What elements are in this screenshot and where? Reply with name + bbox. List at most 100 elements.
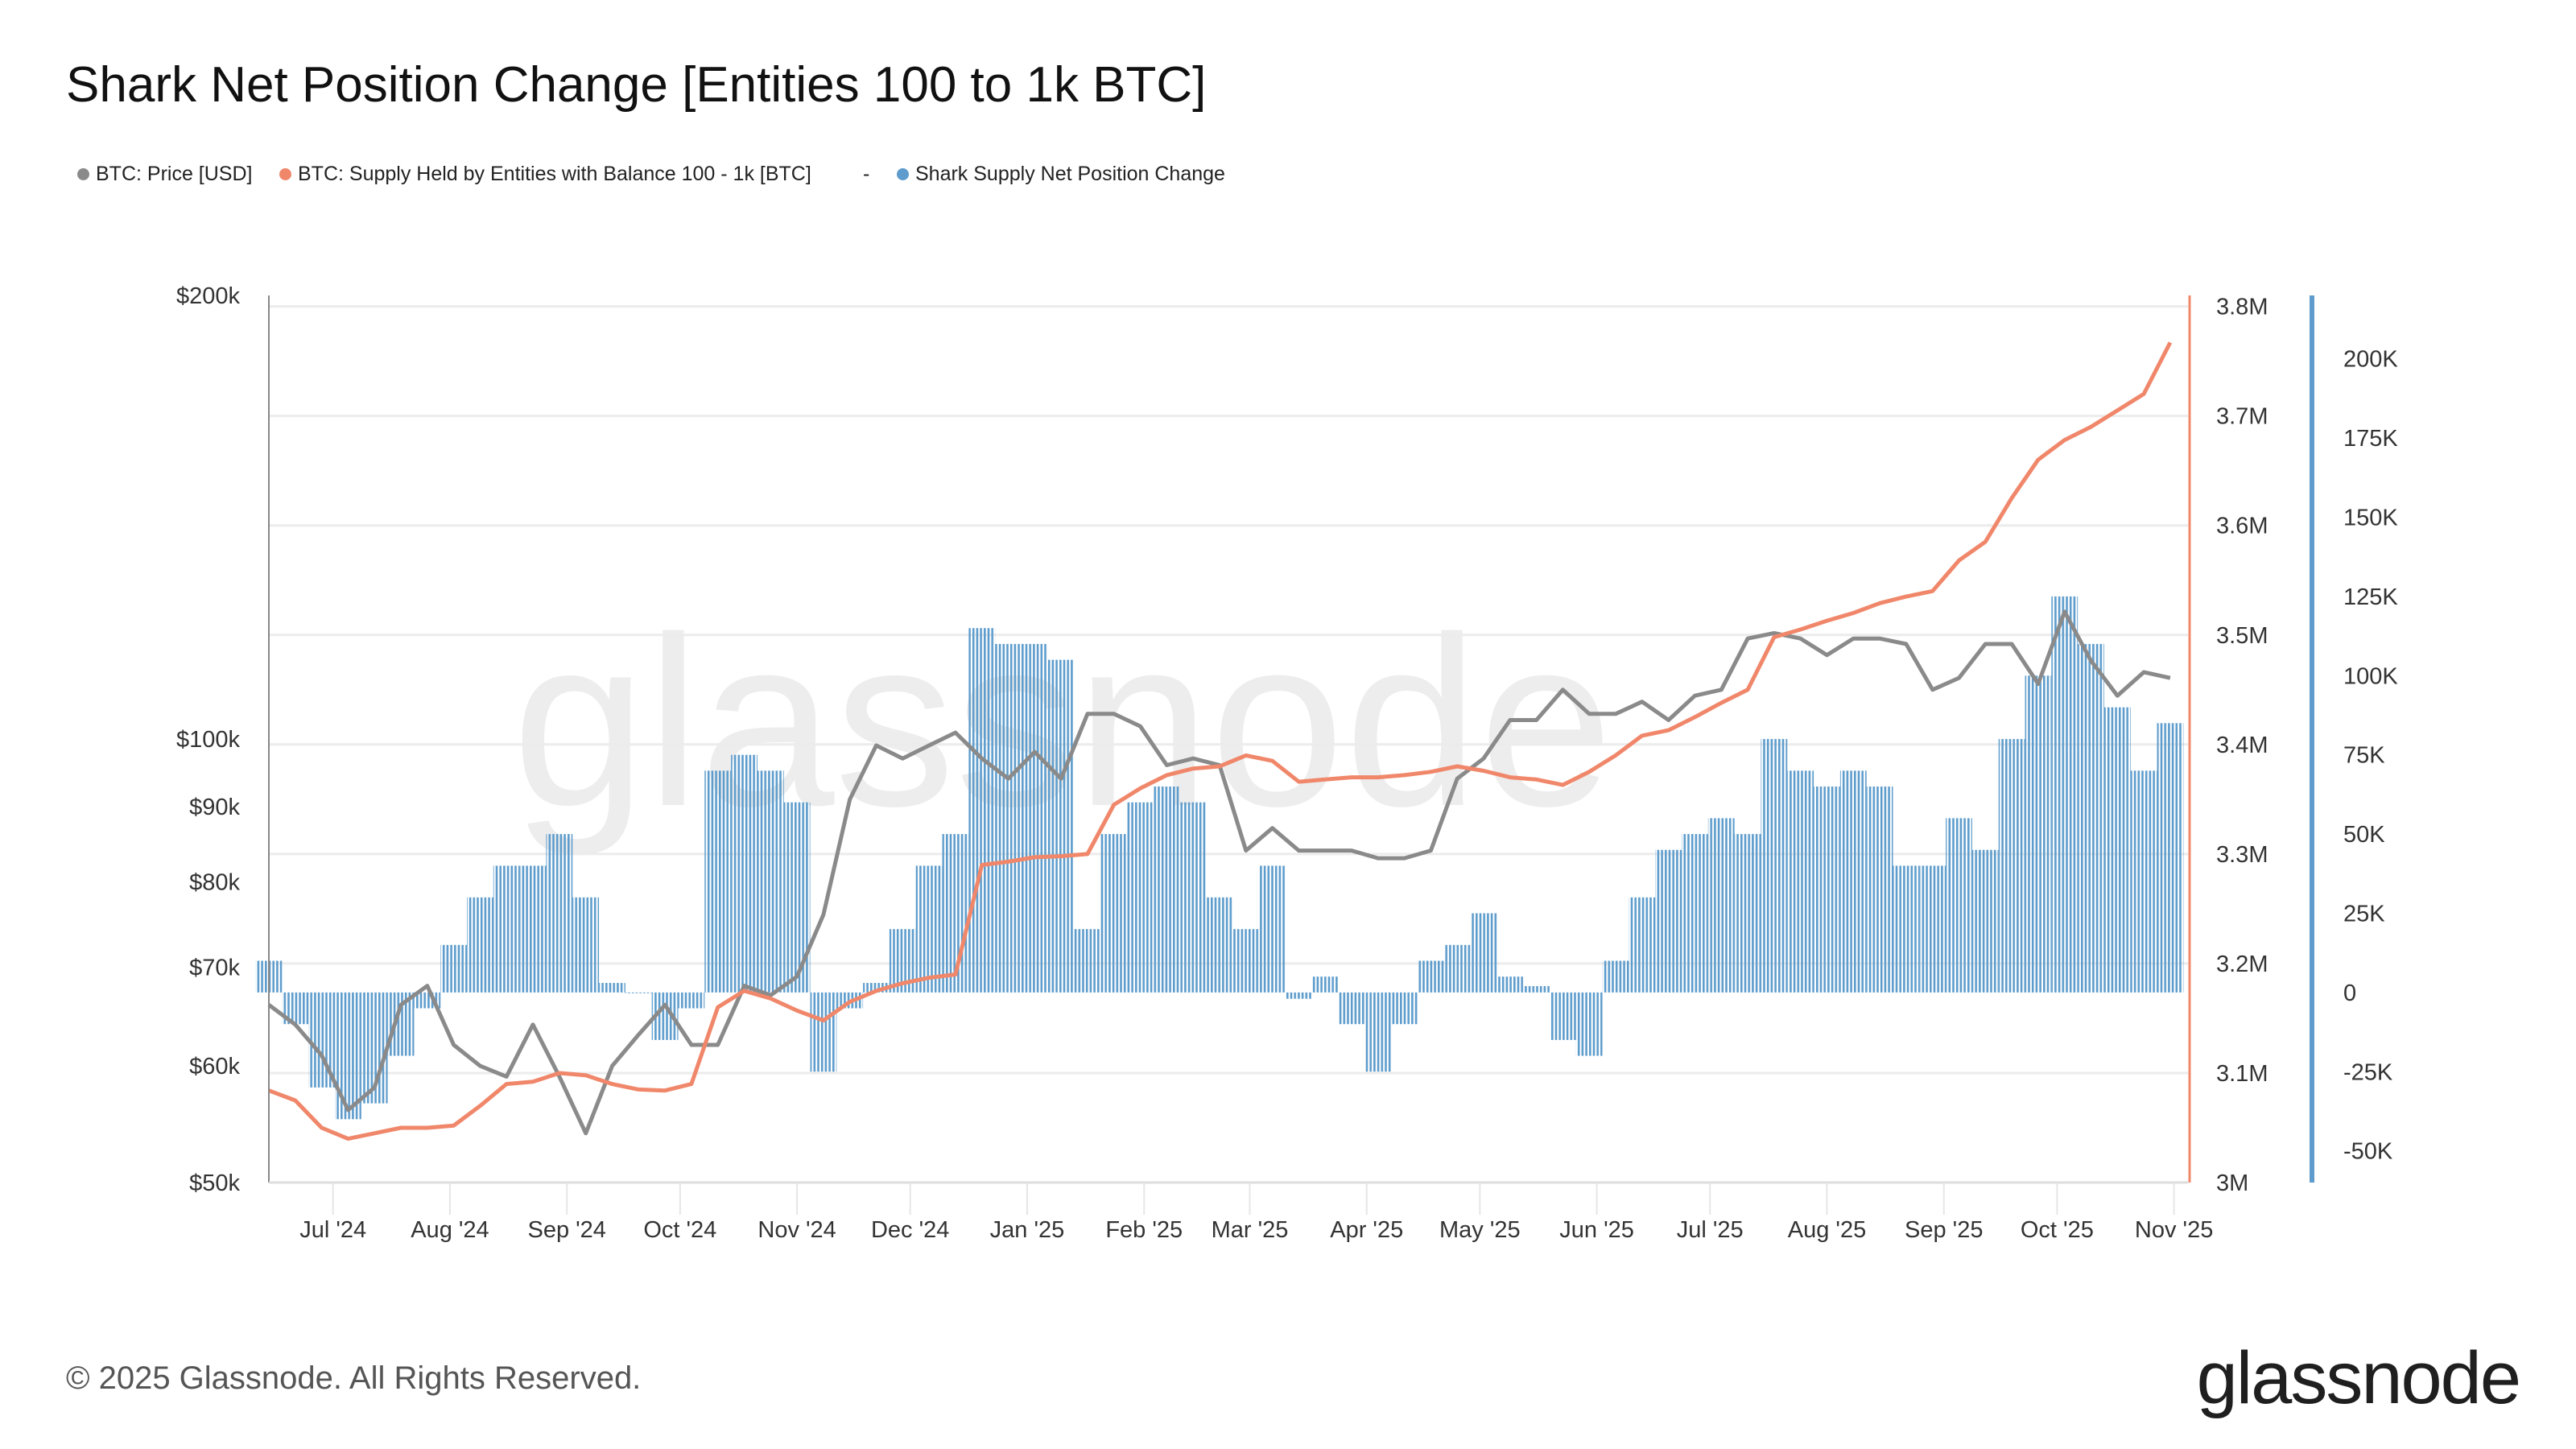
net-change-bar bbox=[2157, 723, 2184, 993]
net-change-bar bbox=[1707, 818, 1735, 993]
net-tick-label: 125K bbox=[2343, 584, 2398, 610]
legend-label: BTC: Price [USD] bbox=[96, 163, 253, 185]
net-change-bar bbox=[1787, 770, 1814, 993]
x-tick-label: Dec '24 bbox=[871, 1217, 949, 1243]
net-change-bar bbox=[1761, 739, 1788, 993]
net-change-bar bbox=[2025, 675, 2052, 993]
net-change-bar bbox=[1100, 834, 1128, 993]
glassnode-logo: glassnode bbox=[2196, 1337, 2521, 1419]
net-change-bar bbox=[1206, 897, 1233, 993]
x-tick-label: Oct '24 bbox=[643, 1217, 716, 1243]
x-tick-label: Jan '25 bbox=[990, 1217, 1065, 1243]
net-change-bar bbox=[1364, 992, 1392, 1072]
copyright-footer: © 2025 Glassnode. All Rights Reserved. bbox=[66, 1360, 642, 1396]
price-tick-label: $80k bbox=[189, 869, 240, 895]
price-tick-label: $70k bbox=[189, 956, 240, 981]
x-tick-label: Sep '25 bbox=[1905, 1217, 1983, 1243]
legend-separator: - bbox=[863, 163, 869, 186]
supply-tick-label: 3.4M bbox=[2216, 733, 2268, 758]
supply-tick-label: 3.5M bbox=[2216, 623, 2268, 649]
legend-label: Shark Supply Net Position Change bbox=[915, 163, 1225, 185]
supply-tick-label: 3.6M bbox=[2216, 514, 2268, 539]
net-change-bar bbox=[599, 983, 625, 993]
net-change-bar bbox=[546, 834, 573, 993]
net-change-bar bbox=[1179, 802, 1207, 993]
supply-line bbox=[268, 341, 2173, 1141]
net-change-bar bbox=[1602, 960, 1629, 993]
net-change-bar bbox=[2078, 643, 2104, 993]
x-tick-label: Aug '24 bbox=[411, 1217, 489, 1243]
net-change-bar bbox=[493, 865, 520, 993]
price-tick-label: $90k bbox=[189, 795, 240, 820]
net-change-bar bbox=[731, 754, 758, 993]
net-change-bar bbox=[915, 865, 943, 993]
net-change-bar bbox=[757, 770, 784, 993]
net-tick-label: 0 bbox=[2343, 980, 2356, 1006]
x-tick-label: Aug '25 bbox=[1788, 1217, 1866, 1243]
net-tick-label: 175K bbox=[2343, 426, 2398, 452]
legend-label: BTC: Supply Held by Entities with Balanc… bbox=[298, 163, 811, 185]
net-tick-label: 75K bbox=[2343, 743, 2385, 769]
net-change-bar bbox=[1971, 849, 1999, 993]
net-change-bar bbox=[783, 802, 811, 993]
x-tick-label: Nov '24 bbox=[758, 1217, 836, 1243]
legend-dot-icon bbox=[897, 168, 909, 180]
net-tick-label: -25K bbox=[2343, 1059, 2393, 1085]
net-change-bar bbox=[2103, 707, 2131, 993]
net-change-bar bbox=[1418, 960, 1444, 993]
chart-title: Shark Net Position Change [Entities 100 … bbox=[66, 57, 1207, 113]
net-change-bar bbox=[1655, 849, 1682, 993]
net-change-bar bbox=[1153, 786, 1180, 993]
net-change-bar bbox=[1047, 659, 1075, 993]
net-change-bar bbox=[2130, 770, 2157, 993]
net-change-bar bbox=[810, 992, 837, 1072]
axes: $50k $60k $70k $80k $90k $100k $200k 3M 3.1M 3.2M… bbox=[176, 283, 2398, 1243]
net-tick-label: 50K bbox=[2343, 822, 2385, 848]
net-change-bar bbox=[863, 983, 890, 993]
net-change-bar bbox=[968, 628, 996, 993]
price-tick-label: $200k bbox=[176, 283, 241, 309]
supply-tick-label: 3M bbox=[2216, 1170, 2248, 1196]
x-tick-label: Jul '25 bbox=[1677, 1217, 1744, 1243]
net-change-bar bbox=[1311, 976, 1339, 993]
net-change-bar bbox=[335, 992, 361, 1120]
net-change-bar bbox=[1893, 865, 1920, 993]
series-lines bbox=[267, 341, 2173, 1141]
x-tick-label: Feb '25 bbox=[1105, 1217, 1183, 1243]
net-change-bar bbox=[1496, 976, 1524, 993]
x-tick-label: Jul '24 bbox=[299, 1217, 366, 1243]
net-change-bar bbox=[1232, 929, 1260, 993]
net-change-bar bbox=[467, 897, 493, 993]
x-tick-label: Mar '25 bbox=[1212, 1217, 1289, 1243]
net-change-bar bbox=[1919, 865, 1946, 993]
net-change-bar bbox=[1285, 992, 1312, 999]
net-tick-label: 200K bbox=[2343, 347, 2398, 373]
net-change-bar bbox=[1443, 944, 1471, 993]
supply-tick-label: 3.2M bbox=[2216, 952, 2268, 977]
legend-item-net-change[interactable]: Shark Supply Net Position Change bbox=[897, 163, 1225, 186]
net-change-bar bbox=[1259, 865, 1286, 993]
price-tick-label: $100k bbox=[176, 727, 241, 753]
net-tick-label: -50K bbox=[2343, 1139, 2393, 1165]
net-change-bar bbox=[1550, 992, 1576, 1040]
net-tick-label: 150K bbox=[2343, 506, 2398, 531]
net-change-bar bbox=[440, 944, 468, 993]
supply-tick-label: 3.3M bbox=[2216, 842, 2268, 868]
x-tick-label: Apr '25 bbox=[1330, 1217, 1403, 1243]
net-change-bar bbox=[1391, 992, 1418, 1025]
net-change-bar bbox=[704, 770, 732, 993]
net-change-bar bbox=[572, 897, 600, 993]
legend-separator-text: - bbox=[863, 163, 870, 185]
net-change-bar bbox=[1629, 897, 1656, 993]
net-change-bar bbox=[1523, 985, 1550, 993]
legend-item-price[interactable]: BTC: Price [USD] bbox=[77, 163, 252, 186]
legend-item-supply[interactable]: BTC: Supply Held by Entities with Balanc… bbox=[279, 163, 811, 186]
net-change-bar bbox=[1021, 643, 1048, 993]
supply-tick-label: 3.7M bbox=[2216, 404, 2268, 430]
legend-dot-icon bbox=[279, 168, 291, 180]
net-change-bar bbox=[519, 865, 547, 993]
net-change-bar bbox=[2051, 596, 2079, 993]
net-change-bar bbox=[1814, 786, 1840, 993]
legend-dot-icon bbox=[77, 168, 89, 180]
